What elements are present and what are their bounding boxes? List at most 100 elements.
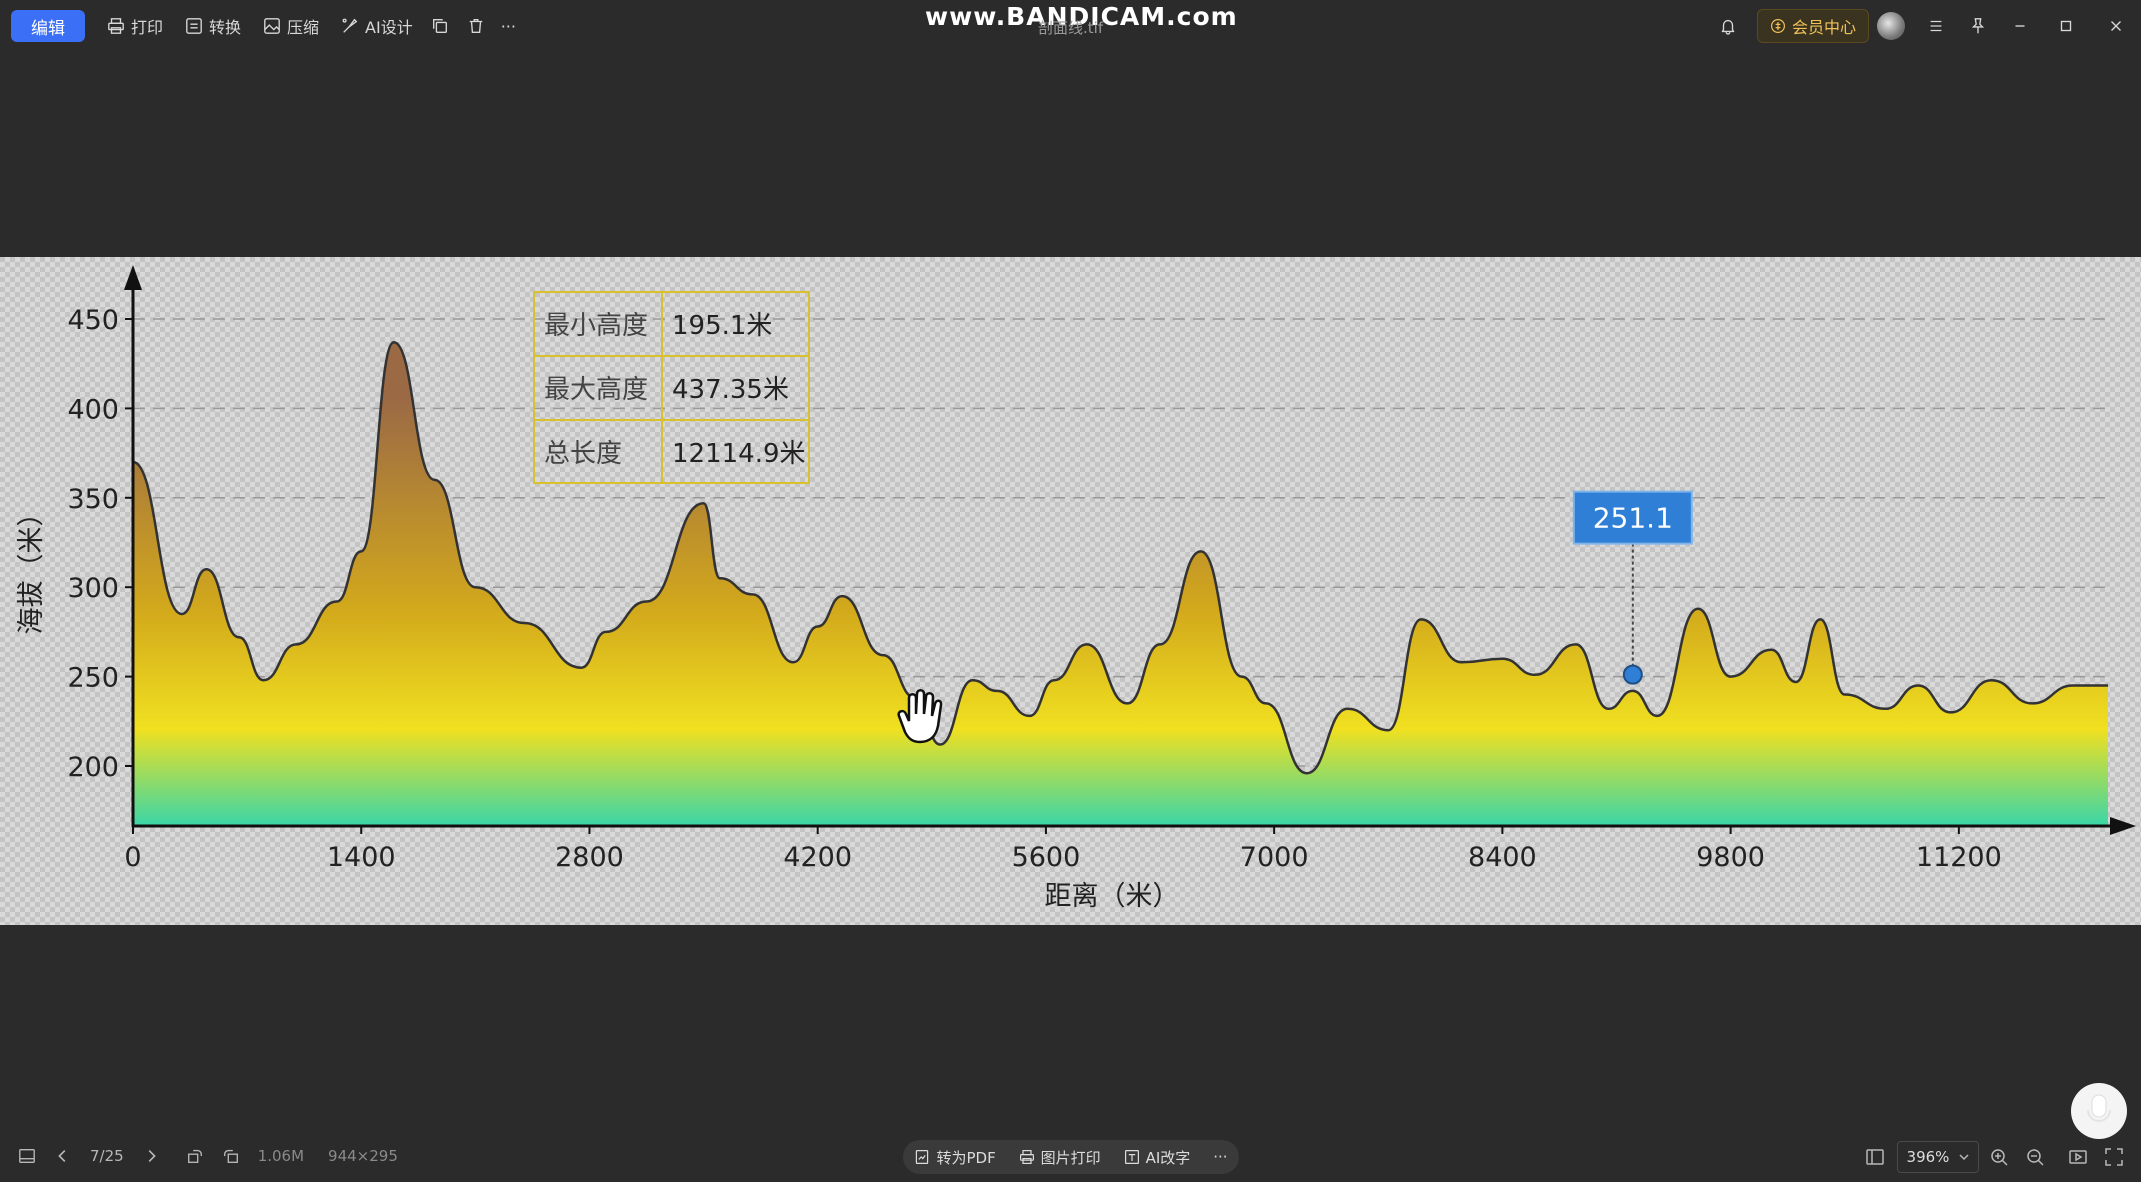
x-tick-label: 0 (124, 842, 141, 873)
voice-assistant-button[interactable] (2071, 1083, 2127, 1139)
x-axis-label: 距离（米） (1045, 881, 1180, 912)
min-height-label: 最小高度 (544, 311, 648, 341)
max-height-value: 437.35米 (672, 375, 789, 405)
member-label: 会员中心 (1791, 18, 1856, 37)
close-button[interactable] (2091, 17, 2141, 35)
page-indicator: 7/25 (90, 1147, 124, 1165)
coin-icon (1770, 19, 1785, 33)
x-tick-label: 1400 (327, 842, 396, 873)
quick-actions-bar: 转为PDF 图片打印 AI改字 ··· (903, 1140, 1239, 1174)
y-tick-label: 250 (67, 663, 119, 694)
panel-icon (19, 1149, 35, 1163)
fit-window-icon[interactable] (1865, 1147, 1885, 1167)
x-tick-label: 9800 (1696, 842, 1765, 873)
compress-image-icon (264, 18, 280, 34)
more-actions-label: ··· (1213, 1148, 1228, 1166)
print-button[interactable]: 打印 (107, 10, 163, 42)
x-tick-label: 5600 (1012, 842, 1081, 873)
axes (124, 265, 2136, 835)
file-size: 1.06M (257, 1147, 305, 1165)
pin-icon (1971, 18, 1985, 34)
x-tick-label: 7000 (1240, 842, 1309, 873)
more-label: ··· (500, 16, 516, 36)
copy-button[interactable] (431, 17, 449, 35)
image-print-button[interactable]: 图片打印 (1019, 1147, 1101, 1168)
convert-button[interactable]: 转换 (185, 10, 241, 42)
marker-label-box (1572, 490, 1693, 545)
ai-text-button[interactable]: AI改字 (1124, 1147, 1191, 1168)
elevation-line (132, 340, 2108, 775)
marker-value: 251.1 (1593, 502, 1673, 535)
minimize-button[interactable] (1999, 17, 2041, 35)
image-dimensions: 944×295 (328, 1147, 398, 1165)
compress-button[interactable]: 压缩 (263, 10, 319, 42)
x-tick-label: 2800 (555, 842, 624, 873)
maximize-icon (2060, 20, 2072, 32)
image-print-label: 图片打印 (1040, 1148, 1101, 1167)
avatar[interactable] (1877, 12, 1905, 40)
fullscreen-icon[interactable] (2104, 1147, 2124, 1167)
to-pdf-label: 转为PDF (936, 1148, 996, 1167)
pin-button[interactable] (1957, 17, 1999, 35)
bottom-statusbar: 7/25 1.06M 944×295 (0, 1130, 2141, 1182)
y-axis-arrow (124, 265, 142, 290)
window-controls: 会员中心 (1707, 0, 2141, 52)
x-axis-arrow (2110, 817, 2136, 835)
copy-icon (432, 19, 447, 33)
x-tick-label: 8400 (1468, 842, 1537, 873)
ai-text-icon (1124, 1150, 1139, 1164)
slideshow-icon[interactable] (2068, 1147, 2088, 1167)
member-center-button[interactable]: 会员中心 (1756, 9, 1869, 43)
maximize-button[interactable] (2041, 17, 2091, 35)
microphone-icon (2087, 1094, 2111, 1122)
more-actions-button[interactable]: ··· (1213, 1148, 1227, 1166)
minimize-icon (2015, 25, 2025, 27)
y-axis-label: 海拔（米） (16, 500, 47, 635)
compress-label: 压缩 (287, 18, 320, 37)
elevation-marker: 251.1 (1572, 490, 1693, 685)
x-tick-label: 11200 (1916, 842, 2002, 873)
zoom-in-icon[interactable] (1989, 1147, 2009, 1167)
document-title: 剖面线.tif (1038, 19, 1104, 37)
notification-button[interactable] (1707, 17, 1749, 35)
prev-page-button[interactable] (54, 1147, 72, 1165)
elevation-area (133, 342, 2108, 826)
chevron-right-icon (148, 1150, 156, 1162)
convert-icon (186, 18, 202, 34)
max-height-label: 最大高度 (544, 375, 648, 405)
y-tick-label: 300 (67, 573, 119, 604)
ai-brush-icon (342, 18, 358, 33)
zoom-out-icon[interactable] (2025, 1147, 2045, 1167)
bell-icon (1721, 19, 1735, 35)
hand-cursor-icon (897, 689, 943, 744)
hamburger-icon (1930, 20, 1942, 32)
rotate-right-button[interactable] (222, 1147, 240, 1165)
close-icon (2111, 21, 2121, 31)
y-tick-label: 450 (67, 305, 119, 336)
menu-button[interactable] (1915, 17, 1957, 35)
stats-table: 最小高度 195.1米 最大高度 437.35米 总长度 12114.9米 (533, 291, 810, 484)
rotate-left-button[interactable] (186, 1147, 204, 1165)
y-tick-label: 350 (67, 484, 119, 515)
x-tick-label: 4200 (783, 842, 852, 873)
y-tick-label: 400 (67, 394, 119, 425)
ai-design-button[interactable]: AI设计 (341, 10, 413, 42)
zoom-select[interactable]: 396% (1897, 1141, 1979, 1173)
image-canvas[interactable]: 200 250 300 350 400 450 0 1400 2800 4200 5600 7000 8… (0, 257, 2141, 925)
thumbnail-toggle-button[interactable] (18, 1147, 36, 1165)
total-length-label: 总长度 (544, 439, 622, 469)
pdf-icon (916, 1150, 929, 1164)
zoom-value: 396% (1906, 1148, 1950, 1166)
ai-text-label: AI改字 (1145, 1148, 1191, 1167)
min-height-value: 195.1米 (672, 311, 772, 341)
rotate-left-icon (187, 1149, 202, 1163)
delete-button[interactable] (467, 17, 485, 35)
more-button[interactable]: ··· (501, 10, 516, 42)
total-length-value: 12114.9米 (672, 439, 806, 469)
to-pdf-button[interactable]: 转为PDF (914, 1147, 996, 1168)
printer-icon (108, 18, 124, 34)
edit-button[interactable]: 编辑 (11, 10, 85, 42)
next-page-button[interactable] (142, 1147, 160, 1165)
tick-labels: 200 250 300 350 400 450 0 1400 2800 4200 5600 7000 8… (67, 305, 2001, 873)
convert-label: 转换 (209, 18, 242, 37)
